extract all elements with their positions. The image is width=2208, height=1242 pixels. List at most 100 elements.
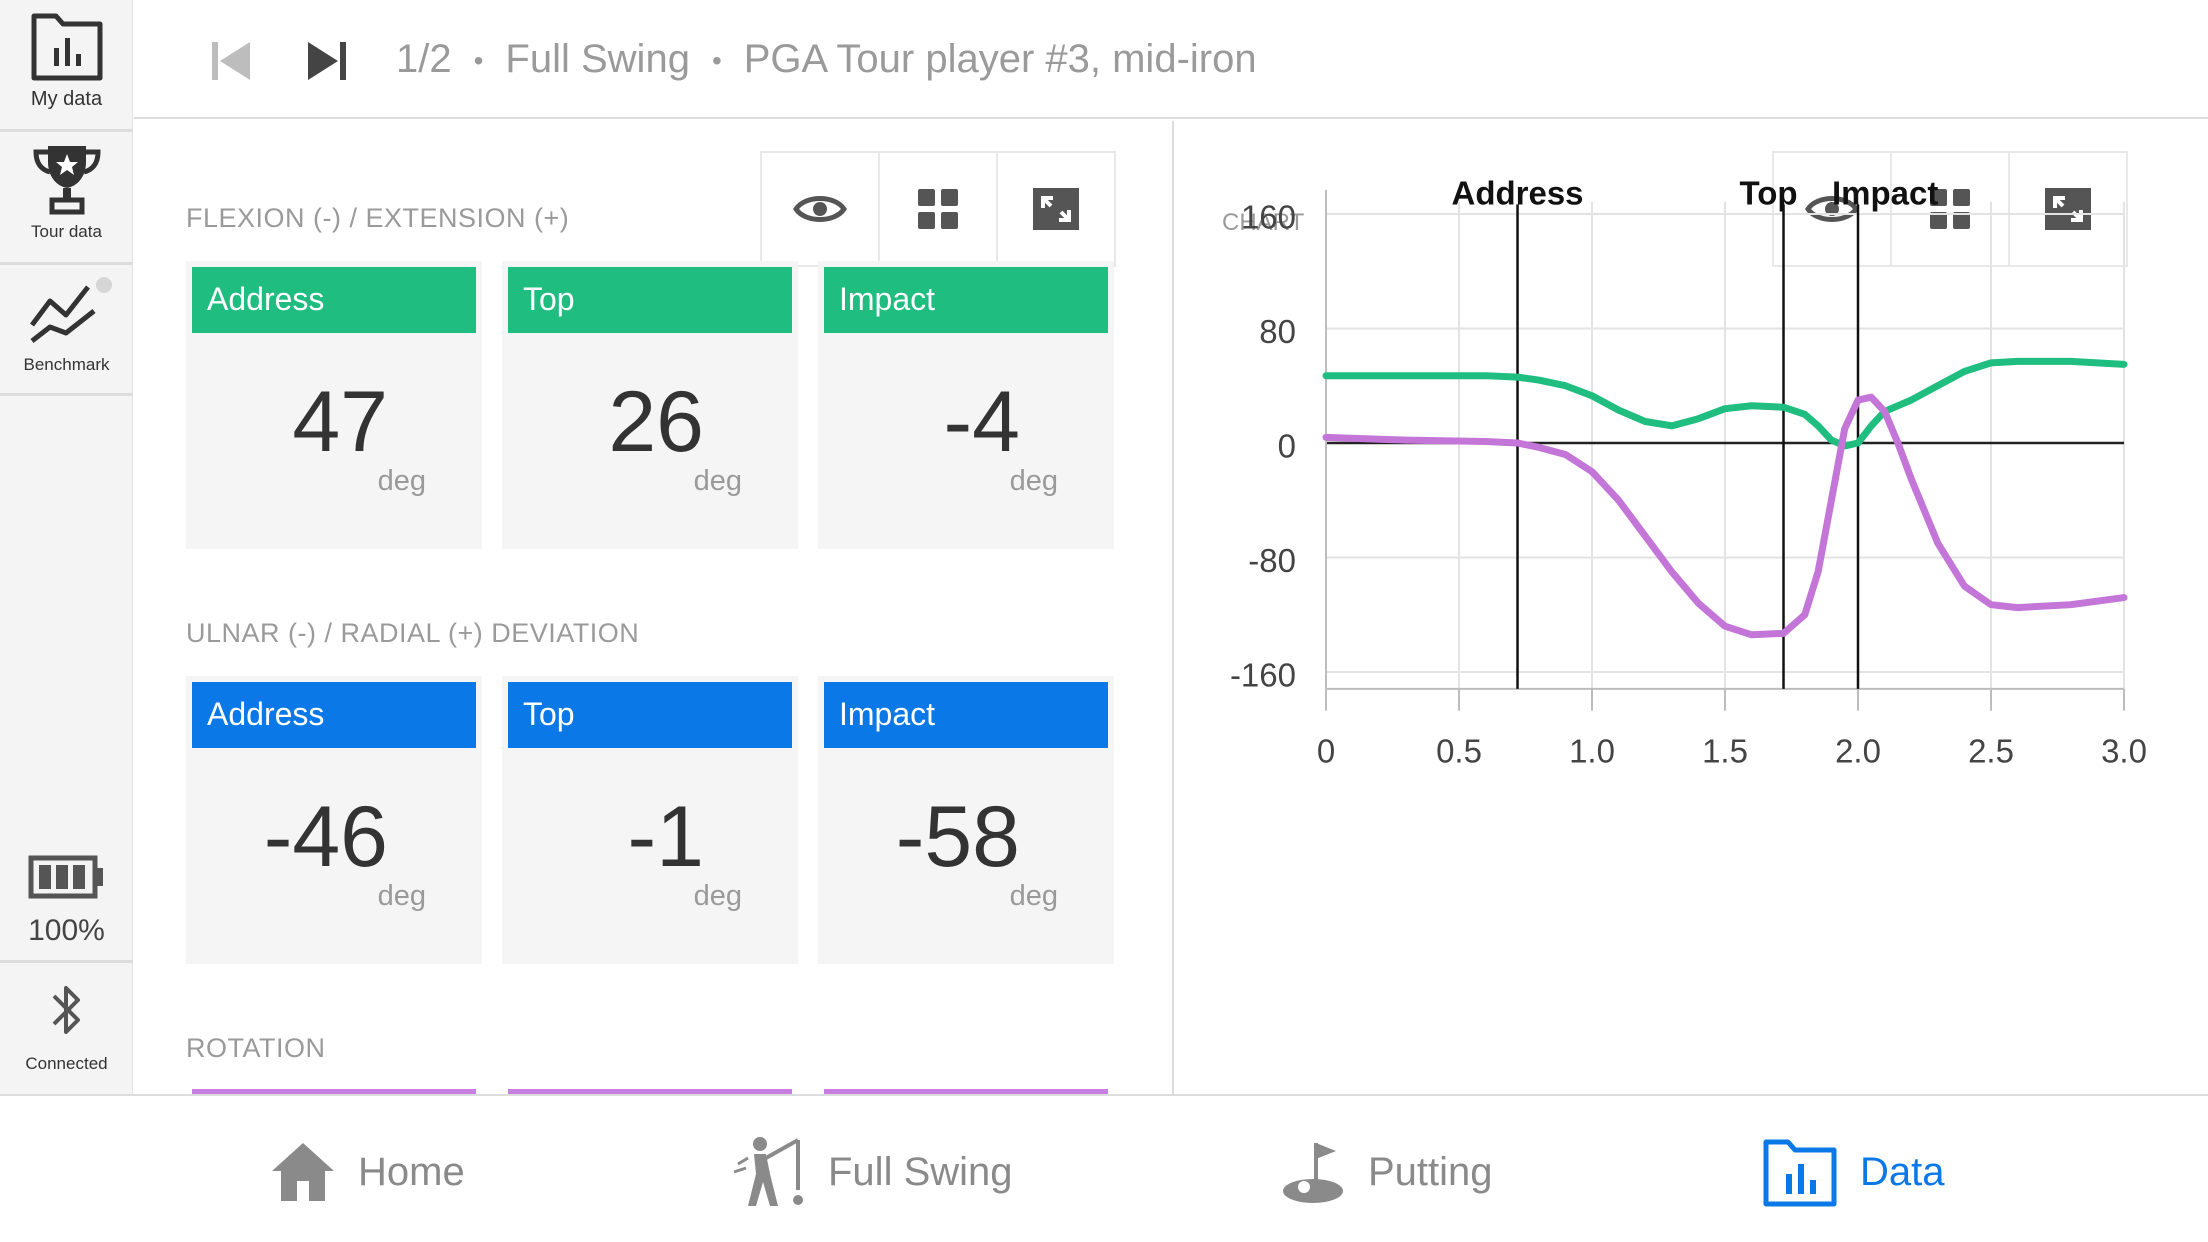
series-line-1	[1326, 397, 2124, 635]
section-title-deviation: ULNAR (-) / RADIAL (+) DEVIATION	[186, 618, 640, 648]
section-title-rotation: ROTATION	[186, 1033, 326, 1063]
expand-button[interactable]	[2008, 151, 2128, 267]
eye-button[interactable]	[1772, 151, 1892, 267]
eye-icon	[1805, 196, 1859, 222]
phase-marker-label: Address	[1451, 174, 1583, 211]
section-title-flexion: FLEXION (-) / EXTENSION (+)	[186, 203, 570, 233]
home-icon	[272, 1143, 334, 1201]
expand-button[interactable]	[996, 151, 1116, 267]
card-value: 26	[608, 374, 704, 470]
x-tick-label: 2.0	[1835, 733, 1881, 770]
rotation-card-peek[interactable]	[824, 1089, 1108, 1095]
rotation-card-peek[interactable]	[508, 1089, 792, 1095]
deviation-card-impact[interactable]: Impact -58 deg	[818, 676, 1114, 964]
panel-divider	[1172, 121, 1174, 1096]
trophy-icon	[32, 146, 101, 215]
sidebar-divider	[0, 393, 133, 396]
grid-button[interactable]	[878, 151, 998, 267]
card-value: -58	[895, 789, 1020, 885]
bottom-nav: Home Full Swing Putting Data	[0, 1094, 2208, 1242]
rotation-card-peek[interactable]	[192, 1089, 476, 1095]
metrics-toolbar	[760, 151, 1116, 267]
bluetooth-label: Connected	[25, 1054, 108, 1073]
bluetooth-icon	[52, 986, 80, 1034]
flexion-card-address[interactable]: Address 47 deg	[186, 261, 482, 549]
y-tick-label: -160	[1230, 657, 1296, 694]
expand-icon	[2045, 188, 2091, 230]
sidebar-item-label: Benchmark	[23, 355, 110, 374]
grid-icon	[1930, 189, 1970, 229]
card-unit: deg	[1009, 465, 1058, 497]
card-value: -46	[263, 789, 388, 885]
x-tick-label: 3.0	[2101, 733, 2147, 770]
metrics-panel: FLEXION (-) / EXTENSION (+)	[134, 121, 1172, 1096]
deviation-card-top[interactable]: Top -1 deg	[502, 676, 798, 964]
subject-name: PGA Tour player #3, mid-iron	[743, 37, 1257, 81]
sidebar-item-label: Tour data	[31, 222, 102, 241]
grid-icon	[918, 189, 958, 229]
angle-chart[interactable]: 160 80 0 -80 -160 0 0.5 1.0 1.5 2.0 2.5 3.0 Address T…	[1174, 121, 2208, 1096]
y-tick-label: 0	[1278, 428, 1296, 465]
header-bar: 1/2 • Full Swing • PGA Tour player #3, mid-i…	[134, 0, 2208, 119]
x-tick-label: 2.5	[1968, 733, 2014, 770]
battery-icon	[28, 855, 103, 899]
golfer-icon	[733, 1137, 803, 1206]
x-tick-label: 1.0	[1569, 733, 1615, 770]
page-title: 1/2 • Full Swing • PGA Tour player #3, mid-i…	[396, 37, 1257, 82]
sidebar-item-label: My data	[30, 88, 103, 110]
card-value: -1	[627, 789, 704, 885]
card-header: Top	[508, 267, 792, 333]
sidebar-divider	[0, 262, 133, 265]
card-unit: deg	[377, 880, 426, 912]
swing-mode: Full Swing	[505, 37, 690, 81]
card-header: Top	[508, 682, 792, 748]
flexion-card-top[interactable]: Top 26 deg	[502, 261, 798, 549]
x-tick-label: 1.5	[1702, 733, 1748, 770]
benchmark-chart-icon	[29, 277, 112, 343]
data-icon	[1763, 1139, 1837, 1207]
sidebar-divider	[0, 960, 133, 963]
skip-back-icon[interactable]	[206, 38, 256, 84]
sidebar-item-my-data[interactable]: My data	[0, 8, 133, 111]
card-value: 47	[292, 374, 388, 470]
title-separator: •	[711, 45, 722, 77]
card-unit: deg	[693, 465, 742, 497]
tab-home[interactable]: Home	[270, 1132, 465, 1212]
title-separator: •	[473, 45, 484, 77]
sidebar-divider	[0, 129, 133, 132]
sidebar-item-benchmark[interactable]: Benchmark	[0, 275, 133, 375]
putting-icon	[1283, 1143, 1343, 1203]
tab-data[interactable]: Data	[1762, 1132, 1945, 1212]
y-tick-label: -80	[1248, 542, 1296, 579]
tab-full-swing[interactable]: Full Swing	[730, 1132, 1013, 1212]
record-counter: 1/2	[396, 37, 452, 81]
skip-forward-icon[interactable]	[302, 38, 352, 84]
card-value: -4	[943, 374, 1020, 470]
chart-label: CHART	[1222, 209, 1305, 236]
battery-label: 100%	[28, 914, 105, 947]
tab-label: Putting	[1368, 1149, 1493, 1194]
phase-marker-label: Top	[1739, 174, 1797, 211]
tab-putting[interactable]: Putting	[1280, 1132, 1493, 1212]
bluetooth-status[interactable]: Connected	[0, 980, 133, 1074]
tab-label: Home	[358, 1149, 465, 1194]
x-tick-label: 0.5	[1436, 733, 1482, 770]
card-header: Impact	[824, 682, 1108, 748]
battery-status: 100%	[0, 852, 133, 948]
sidebar: My data Tour data Benchmark 100%	[0, 0, 133, 1096]
folder-chart-icon	[31, 13, 102, 81]
sidebar-item-tour-data[interactable]: Tour data	[0, 142, 133, 242]
card-header: Address	[192, 682, 476, 748]
expand-icon	[1033, 188, 1079, 230]
deviation-card-address[interactable]: Address -46 deg	[186, 676, 482, 964]
y-tick-label: 160	[1241, 199, 1296, 236]
card-unit: deg	[693, 880, 742, 912]
card-header: Impact	[824, 267, 1108, 333]
tab-label: Data	[1860, 1149, 1945, 1194]
card-header: Address	[192, 267, 476, 333]
eye-button[interactable]	[760, 151, 880, 267]
y-tick-label: 80	[1259, 313, 1296, 350]
eye-icon	[793, 196, 847, 222]
card-unit: deg	[377, 465, 426, 497]
flexion-card-impact[interactable]: Impact -4 deg	[818, 261, 1114, 549]
